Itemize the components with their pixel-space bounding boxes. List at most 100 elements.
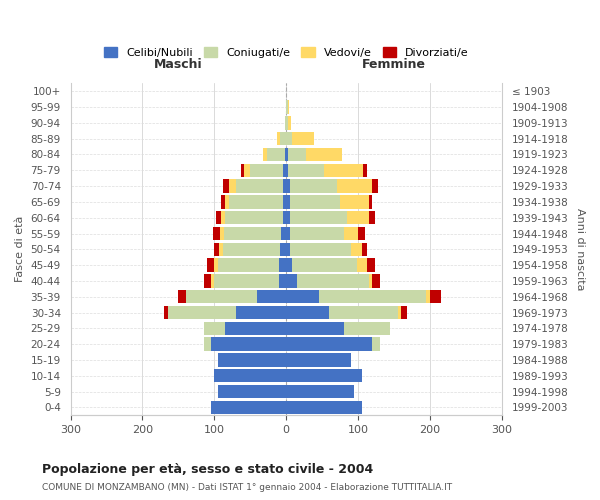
Bar — [351, 242, 362, 256]
Bar — [287, 164, 323, 177]
Bar — [286, 132, 292, 145]
Bar — [220, 242, 223, 256]
Bar — [287, 116, 291, 130]
Bar — [319, 290, 427, 304]
Bar — [363, 164, 367, 177]
Bar — [369, 195, 373, 208]
Bar — [279, 258, 286, 272]
Bar — [236, 180, 283, 193]
Bar — [250, 164, 283, 177]
Bar — [373, 180, 378, 193]
Bar — [292, 258, 356, 272]
Bar — [367, 258, 374, 272]
Bar — [178, 290, 185, 304]
Bar — [229, 195, 283, 208]
Bar — [218, 258, 279, 272]
Bar — [279, 274, 286, 287]
Bar — [229, 180, 236, 193]
Y-axis label: Anni di nascita: Anni di nascita — [575, 208, 585, 290]
Bar — [286, 242, 290, 256]
Bar — [287, 100, 289, 114]
Bar — [225, 322, 286, 335]
Y-axis label: Fasce di età: Fasce di età — [15, 216, 25, 282]
Bar — [305, 148, 341, 161]
Bar — [373, 338, 380, 351]
Bar — [280, 242, 286, 256]
Bar — [214, 369, 286, 382]
Bar — [286, 306, 329, 320]
Bar — [286, 322, 344, 335]
Bar — [286, 148, 287, 161]
Bar — [277, 132, 280, 145]
Bar — [283, 195, 286, 208]
Text: Femmine: Femmine — [362, 58, 426, 70]
Legend: Celibi/Nubili, Coniugati/e, Vedovi/e, Divorziati/e: Celibi/Nubili, Coniugati/e, Vedovi/e, Di… — [100, 42, 473, 62]
Bar — [290, 195, 340, 208]
Bar — [224, 227, 281, 240]
Bar — [283, 180, 286, 193]
Bar — [356, 258, 367, 272]
Bar — [329, 306, 398, 320]
Bar — [223, 180, 229, 193]
Bar — [221, 211, 225, 224]
Bar — [286, 274, 297, 287]
Bar — [185, 290, 257, 304]
Bar — [257, 290, 286, 304]
Bar — [286, 227, 290, 240]
Bar — [223, 242, 280, 256]
Bar — [164, 306, 167, 320]
Bar — [323, 164, 363, 177]
Bar — [358, 227, 365, 240]
Bar — [263, 148, 267, 161]
Bar — [286, 258, 292, 272]
Bar — [290, 211, 347, 224]
Bar — [241, 164, 244, 177]
Bar — [211, 338, 286, 351]
Bar — [225, 195, 229, 208]
Bar — [203, 274, 211, 287]
Text: Maschi: Maschi — [154, 58, 203, 70]
Text: COMUNE DI MONZAMBANO (MN) - Dati ISTAT 1° gennaio 2004 - Elaborazione TUTTITALIA: COMUNE DI MONZAMBANO (MN) - Dati ISTAT 1… — [42, 482, 452, 492]
Bar — [203, 338, 211, 351]
Bar — [244, 164, 250, 177]
Bar — [220, 227, 224, 240]
Bar — [236, 306, 286, 320]
Bar — [401, 306, 407, 320]
Bar — [285, 116, 286, 130]
Bar — [286, 211, 290, 224]
Bar — [286, 180, 290, 193]
Bar — [214, 274, 279, 287]
Bar — [286, 116, 287, 130]
Bar — [344, 227, 358, 240]
Bar — [344, 322, 391, 335]
Bar — [283, 211, 286, 224]
Bar — [297, 274, 369, 287]
Bar — [283, 164, 286, 177]
Bar — [287, 148, 305, 161]
Bar — [211, 400, 286, 414]
Bar — [290, 180, 337, 193]
Bar — [285, 148, 286, 161]
Bar — [347, 211, 369, 224]
Bar — [280, 132, 286, 145]
Bar — [214, 258, 218, 272]
Bar — [286, 385, 355, 398]
Bar — [203, 322, 225, 335]
Bar — [286, 290, 319, 304]
Bar — [218, 385, 286, 398]
Bar — [211, 274, 214, 287]
Bar — [340, 195, 369, 208]
Bar — [292, 132, 314, 145]
Bar — [362, 242, 367, 256]
Bar — [286, 195, 290, 208]
Bar — [225, 211, 283, 224]
Bar — [398, 306, 401, 320]
Bar — [427, 290, 430, 304]
Bar — [373, 274, 380, 287]
Bar — [167, 306, 236, 320]
Bar — [286, 353, 351, 366]
Bar — [216, 211, 221, 224]
Bar — [213, 227, 220, 240]
Bar — [337, 180, 373, 193]
Text: Popolazione per età, sesso e stato civile - 2004: Popolazione per età, sesso e stato civil… — [42, 462, 373, 475]
